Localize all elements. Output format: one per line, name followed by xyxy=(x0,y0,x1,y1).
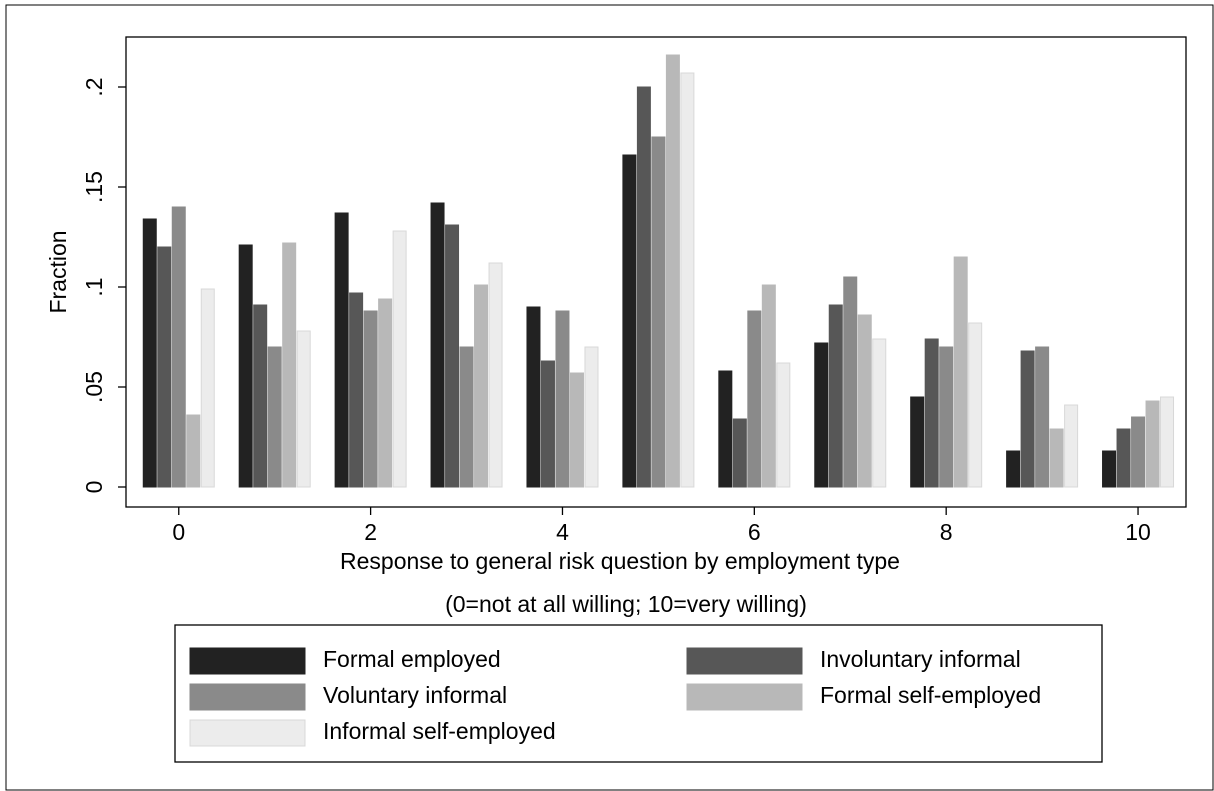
bar xyxy=(392,230,407,488)
bar xyxy=(857,314,872,488)
bar xyxy=(843,276,858,488)
bar xyxy=(1020,350,1035,488)
legend-label: Formal employed xyxy=(323,646,501,672)
bar xyxy=(584,346,599,488)
y-tick-label: .15 xyxy=(81,171,107,203)
bar xyxy=(1064,404,1079,488)
bar xyxy=(636,86,651,488)
bar xyxy=(238,244,253,488)
legend-label: Involuntary informal xyxy=(820,646,1021,672)
legend-label: Informal self-employed xyxy=(323,718,556,744)
bar xyxy=(569,372,584,488)
bar xyxy=(267,346,282,488)
bar xyxy=(526,306,541,488)
x-tick-label: 4 xyxy=(556,519,569,545)
bar xyxy=(142,218,157,488)
y-tick-label: .05 xyxy=(81,371,107,403)
bar xyxy=(1116,428,1131,488)
bar xyxy=(540,360,555,488)
bar xyxy=(171,206,186,488)
x-tick-label: 6 xyxy=(748,519,761,545)
legend-swatch xyxy=(189,683,306,711)
bar xyxy=(747,310,762,488)
bar xyxy=(665,54,680,488)
bar xyxy=(459,346,474,488)
bar xyxy=(622,154,637,488)
bar xyxy=(680,72,695,488)
x-axis-title: Response to general risk question by emp… xyxy=(340,548,900,574)
bar xyxy=(378,298,393,488)
bar xyxy=(1145,400,1160,488)
bar xyxy=(1049,428,1064,488)
bar xyxy=(1035,346,1050,488)
bar xyxy=(296,330,311,488)
legend-swatch xyxy=(189,647,306,675)
bar xyxy=(430,202,445,488)
legend-swatch xyxy=(189,719,306,747)
bar xyxy=(157,246,172,488)
x-tick-label: 2 xyxy=(364,519,377,545)
x-tick-label: 10 xyxy=(1125,519,1151,545)
bar xyxy=(334,212,349,488)
bar xyxy=(814,342,829,488)
bar xyxy=(1102,450,1117,488)
bar xyxy=(1006,450,1021,488)
x-tick-label: 8 xyxy=(940,519,953,545)
legend-swatch xyxy=(686,647,803,675)
bar xyxy=(718,370,733,488)
bar xyxy=(761,284,776,488)
bar xyxy=(349,292,364,488)
bar xyxy=(1160,396,1175,488)
bar xyxy=(474,284,489,488)
bar xyxy=(968,322,983,488)
y-tick-label: 0 xyxy=(81,481,107,494)
y-tick-label: .1 xyxy=(81,277,107,296)
bar xyxy=(828,304,843,488)
bar xyxy=(1131,416,1146,488)
x-tick-label: 0 xyxy=(172,519,185,545)
bar xyxy=(555,310,570,488)
y-tick-label: .2 xyxy=(81,77,107,96)
bar xyxy=(872,338,887,488)
legend-label: Voluntary informal xyxy=(323,682,507,708)
bar xyxy=(651,136,666,488)
legend-label: Formal self-employed xyxy=(820,682,1041,708)
bar xyxy=(939,346,954,488)
legend-swatch xyxy=(686,683,803,711)
bar xyxy=(282,242,297,488)
bar xyxy=(253,304,268,488)
bar xyxy=(924,338,939,488)
bar xyxy=(910,396,925,488)
x-axis-note: (0=not at all willing; 10=very willing) xyxy=(445,591,807,617)
y-axis-title: Fraction xyxy=(45,230,71,313)
legend xyxy=(174,624,1103,763)
bar xyxy=(776,362,791,488)
bar xyxy=(445,224,460,488)
bar xyxy=(200,288,215,488)
bar xyxy=(953,256,968,488)
bar xyxy=(488,262,503,488)
bar xyxy=(363,310,378,488)
bar xyxy=(732,418,747,488)
bar xyxy=(186,414,201,488)
